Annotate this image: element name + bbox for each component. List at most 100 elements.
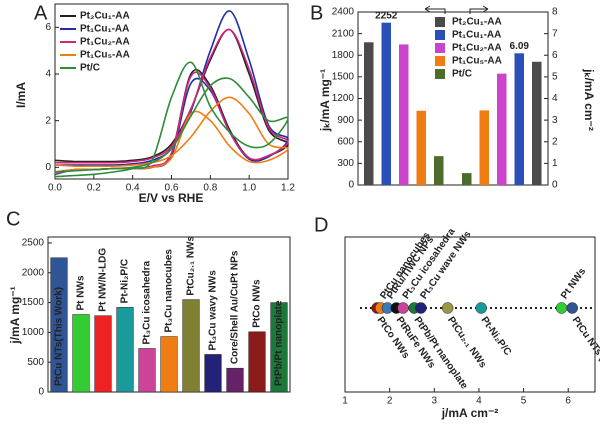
panel-letter: D (314, 214, 328, 236)
bar (532, 61, 542, 185)
y-tick-label: 0 (45, 162, 51, 173)
bar (514, 53, 524, 186)
x-tick-label: 2 (387, 396, 393, 407)
data-point (441, 302, 454, 314)
y-tick-label: 1500 (332, 72, 355, 83)
data-point (475, 302, 487, 314)
y2-tick-label: 7 (552, 28, 558, 39)
x-tick-label: 4 (476, 396, 482, 407)
data-point (555, 302, 568, 314)
panel-letter: A (34, 2, 48, 24)
legend-label: Pt₁Cu₂-AA (80, 37, 130, 48)
x-tick-label: 1.0 (242, 183, 256, 194)
y-tick-label: 2 (45, 115, 51, 126)
bar (160, 336, 178, 393)
y-axis-label: jₖ/mA mg⁻¹ (318, 69, 332, 132)
y-tick-label: 1200 (332, 93, 355, 104)
y2-tick-label: 0 (552, 180, 558, 191)
x-tick-label: 0.8 (203, 183, 217, 194)
y2-tick-label: 4 (552, 93, 558, 104)
y-tick-label: 2000 (22, 267, 45, 278)
x-tick-label: 0.6 (165, 183, 179, 194)
bar-label: Pt NWs (76, 275, 87, 310)
y-axis-label: j/mA mg⁻¹ (8, 286, 22, 344)
x-tick-label: 6 (565, 396, 571, 407)
bar (72, 314, 90, 393)
bar (416, 110, 426, 185)
value-label: 6.09 (510, 41, 530, 52)
bar (270, 302, 288, 393)
data-point (397, 302, 409, 314)
x-tick-label: 1.2 (281, 183, 295, 194)
bar (497, 73, 507, 185)
y-tick-label: 0 (38, 387, 44, 398)
bar-label: Pt₃Cu wavy NWs (208, 270, 219, 351)
y-tick-label: 300 (337, 158, 354, 169)
y-tick-label: 500 (27, 357, 44, 368)
legend-swatch (435, 30, 445, 40)
legend-swatch (435, 43, 445, 53)
legend-label: Pt₂Cu₁-AA (80, 11, 130, 22)
x-tick-label: 0.0 (48, 183, 62, 194)
bar (226, 367, 244, 393)
legend-label: Pt/C (452, 69, 472, 80)
legend-label: Pt₁Cu₅-AA (452, 56, 502, 67)
bar (182, 299, 200, 393)
bar (204, 354, 222, 393)
x-tick-label: 3 (432, 396, 438, 407)
y-axis-label: I/mA (14, 82, 28, 108)
y2-tick-label: 5 (552, 72, 558, 83)
bar-label: Pt NW/N-LDG (98, 248, 109, 312)
data-point (566, 302, 578, 314)
legend-label: Pt₁Cu₁-AA (452, 30, 501, 41)
bar (138, 348, 156, 393)
y2-tick-label: 6 (552, 50, 558, 61)
bar (381, 22, 391, 185)
x-tick-label: 0.4 (126, 183, 140, 194)
legend-swatch (435, 17, 445, 27)
bar (116, 307, 134, 393)
y-tick-label: 4 (45, 69, 51, 80)
y2-tick-label: 2 (552, 136, 558, 147)
y2-tick-label: 3 (552, 115, 558, 126)
x-axis-label: E/V vs RHE (139, 191, 204, 205)
legend-swatch (435, 69, 445, 79)
cv-curve (54, 61, 289, 178)
y-tick-label: 2100 (332, 28, 355, 39)
x-tick-label: 5 (521, 396, 527, 407)
y2-tick-label: 1 (552, 158, 558, 169)
bar (399, 44, 409, 185)
bar (462, 173, 472, 185)
y-tick-label: 1500 (22, 297, 45, 308)
y2-tick-label: 8 (552, 7, 558, 18)
bar (248, 331, 266, 393)
y-tick-label: 600 (337, 136, 354, 147)
bar (94, 315, 112, 393)
legend-label: Pt/C (80, 63, 100, 74)
panel-letter: C (6, 208, 20, 230)
bar (479, 110, 489, 185)
bar-label: Core/Shell Au/CuPt NPs (230, 250, 241, 364)
y-tick-label: 1800 (332, 50, 355, 61)
bar (364, 42, 374, 186)
legend-label: Pt₁Cu₂-AA (452, 43, 502, 54)
legend-label: Pt₁Cu₅-AA (80, 50, 130, 61)
bar-label: Pt₃Cu nanocubes (164, 249, 175, 333)
bar-label: PtCo NWs (252, 279, 263, 328)
data-point (415, 302, 427, 314)
legend-label: Pt₁Cu₁-AA (80, 24, 129, 35)
x-axis-label: j/mA cm⁻² (441, 406, 499, 420)
y-tick-label: 0 (348, 180, 354, 191)
bar (50, 257, 68, 393)
bar-label: Pt₃Cu icosahedra (142, 261, 153, 345)
y2-axis-label: jₖ/mA cm⁻² (582, 68, 596, 131)
legend-label: Pt₂Cu₁-AA (452, 17, 502, 28)
x-tick-label: 0.2 (87, 183, 101, 194)
y-tick-label: 1000 (22, 327, 45, 338)
y-tick-label: 2400 (332, 7, 355, 18)
bar-label: PtPb/Pt nanoplate (274, 300, 285, 386)
y-tick-label: 6 (45, 22, 51, 33)
x-tick-label: 1 (342, 396, 348, 407)
bar-label: PtCu NTs(This Work) (54, 287, 65, 386)
